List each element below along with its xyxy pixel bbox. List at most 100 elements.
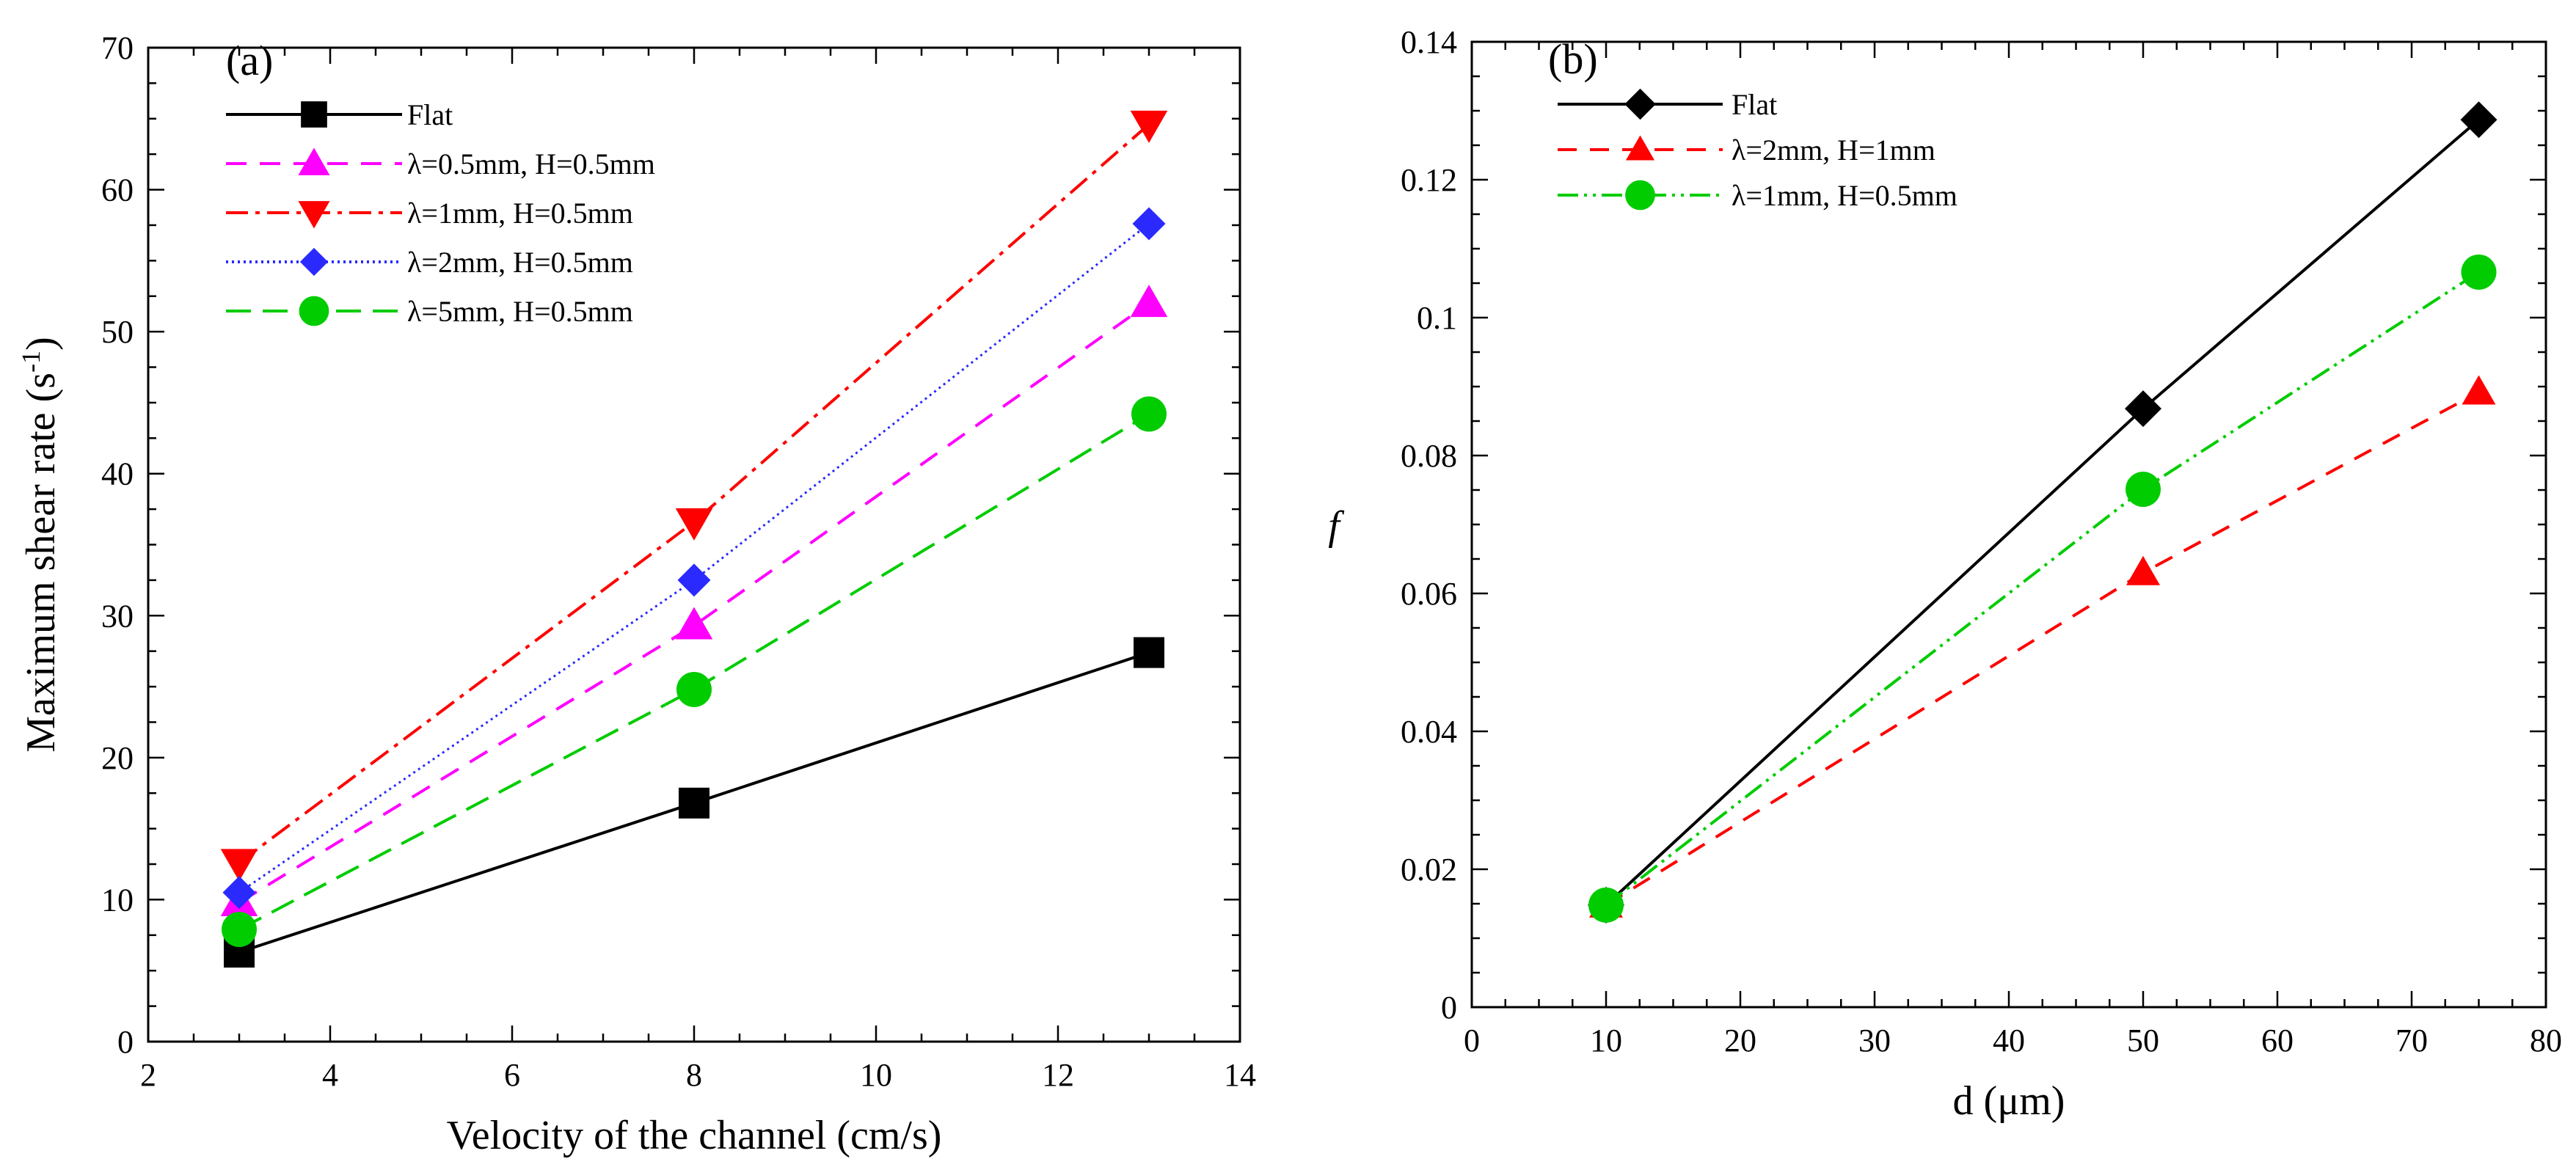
data-point xyxy=(1130,285,1168,318)
x-tick-label: 6 xyxy=(504,1057,520,1093)
y-axis-title-superscript: -1 xyxy=(16,351,45,373)
legend-marker xyxy=(1624,88,1656,120)
y-tick-label: 0.06 xyxy=(1401,576,1457,612)
y-tick-label: 0 xyxy=(1441,990,1457,1025)
legend-item: λ=5mm, H=0.5mm xyxy=(226,295,633,328)
series-line xyxy=(1605,118,2480,907)
x-tick-label: 0 xyxy=(1464,1023,1480,1059)
x-tick-label: 70 xyxy=(2396,1023,2428,1059)
legend-marker xyxy=(301,101,327,128)
data-point xyxy=(1131,396,1167,432)
legend-label: Flat xyxy=(407,98,453,131)
y-tick-label: 0.08 xyxy=(1401,438,1457,474)
series-1mm-h-0.5mm xyxy=(220,110,1168,882)
x-tick-label: 80 xyxy=(2530,1023,2562,1059)
legend-item: λ=0.5mm, H=0.5mm xyxy=(226,147,655,180)
legend-marker xyxy=(298,201,330,229)
x-tick-label: 2 xyxy=(140,1057,156,1093)
y-tick-label: 70 xyxy=(101,30,134,66)
data-point xyxy=(1132,207,1166,241)
data-point xyxy=(1134,637,1164,668)
y-tick-label: 0.12 xyxy=(1401,162,1457,198)
x-axis-title: d (μm) xyxy=(1953,1078,2065,1124)
data-point xyxy=(2460,101,2497,139)
y-tick-label: 0.1 xyxy=(1417,300,1457,336)
y-tick-label: 0.02 xyxy=(1401,852,1457,888)
legend: Flat λ=0.5mm, H=0.5mm λ=1mm, H=0.5mm λ=2mm,… xyxy=(226,98,655,328)
series-line xyxy=(238,412,1150,931)
legend-label: λ=0.5mm, H=0.5mm xyxy=(407,147,655,180)
legend: Flat λ=2mm, H=1mm λ=1mm, H=0.5mm xyxy=(1558,88,1957,212)
legend-marker xyxy=(299,296,329,326)
series-line xyxy=(1605,271,2480,907)
legend-label: λ=2mm, H=1mm xyxy=(1732,134,1935,167)
x-tick-label: 10 xyxy=(860,1057,892,1093)
x-tick-label: 60 xyxy=(2261,1023,2294,1059)
data-point xyxy=(2126,472,2161,508)
legend-item: Flat xyxy=(226,98,453,131)
series-line xyxy=(238,123,1150,864)
series-line xyxy=(1605,390,2480,907)
x-tick-label: 12 xyxy=(1042,1057,1074,1093)
series-line xyxy=(238,301,1150,904)
data-point xyxy=(675,607,713,640)
x-tick-label: 10 xyxy=(1590,1023,1622,1059)
legend-item: λ=1mm, H=0.5mm xyxy=(1558,179,1957,212)
x-tick-label: 20 xyxy=(1724,1023,1756,1059)
data-point xyxy=(2462,375,2496,405)
series-2mm-h-0.5mm xyxy=(222,207,1166,910)
data-point xyxy=(222,912,257,948)
data-point xyxy=(2461,254,2497,290)
series-0.5mm-h-0.5mm xyxy=(220,285,1168,916)
data-point xyxy=(1130,110,1168,143)
legend-item: λ=2mm, H=1mm xyxy=(1558,134,1935,167)
y-tick-label: 0.04 xyxy=(1401,714,1457,750)
legend-label: λ=2mm, H=0.5mm xyxy=(407,246,633,279)
x-tick-label: 30 xyxy=(1858,1023,1891,1059)
y-tick-label: 30 xyxy=(101,598,134,634)
legend-label: λ=5mm, H=0.5mm xyxy=(407,295,633,328)
y-axis-title-close: ) xyxy=(18,337,64,351)
panel-label: (b) xyxy=(1548,35,1598,83)
series-flat xyxy=(1588,101,2497,924)
legend-marker xyxy=(1625,135,1655,161)
series-2mm-h-1mm xyxy=(1589,375,2496,918)
y-tick-label: 10 xyxy=(101,882,134,918)
series-1mm-h-0.5mm xyxy=(1588,254,2497,923)
panel-label: (a) xyxy=(226,37,273,84)
data-point xyxy=(220,849,258,882)
y-axis-title-main: Maximum shear rate (s xyxy=(18,373,64,753)
y-tick-label: 20 xyxy=(101,740,134,776)
data-point xyxy=(1588,887,1624,923)
legend-item: λ=2mm, H=0.5mm xyxy=(226,246,633,279)
data-point xyxy=(679,787,709,819)
series-5mm-h-0.5mm xyxy=(222,396,1167,948)
y-axis-title: f xyxy=(1328,503,1345,549)
legend-marker xyxy=(299,247,329,277)
y-tick-label: 60 xyxy=(101,172,134,208)
x-tick-label: 40 xyxy=(1993,1023,2025,1059)
legend-marker xyxy=(1625,180,1655,211)
legend-label: λ=1mm, H=0.5mm xyxy=(1732,179,1957,212)
y-tick-label: 0.14 xyxy=(1401,24,1457,60)
chart-panel-b: 0 10 20 30 40 50 60 70 80 0 0.02 0.04 0.06 0.08 0.1 0.1… xyxy=(1328,24,2562,1124)
data-point xyxy=(2125,390,2161,428)
data-point xyxy=(2126,555,2160,585)
y-axis-title: Maximum shear rate (s-1) xyxy=(16,337,64,753)
legend-label: Flat xyxy=(1732,88,1777,121)
data-point xyxy=(677,563,711,597)
y-tick-label: 40 xyxy=(101,456,134,492)
legend-marker xyxy=(298,147,330,175)
y-tick-label: 50 xyxy=(101,314,134,350)
legend-label: λ=1mm, H=0.5mm xyxy=(407,197,633,230)
data-point xyxy=(676,671,712,707)
x-axis-title: Velocity of the channel (cm/s) xyxy=(447,1113,942,1158)
x-tick-label: 8 xyxy=(686,1057,702,1093)
data-point xyxy=(675,508,713,541)
x-tick-label: 14 xyxy=(1224,1057,1256,1093)
legend-item: λ=1mm, H=0.5mm xyxy=(226,197,633,230)
legend-item: Flat xyxy=(1558,88,1777,121)
data-point xyxy=(222,876,256,910)
